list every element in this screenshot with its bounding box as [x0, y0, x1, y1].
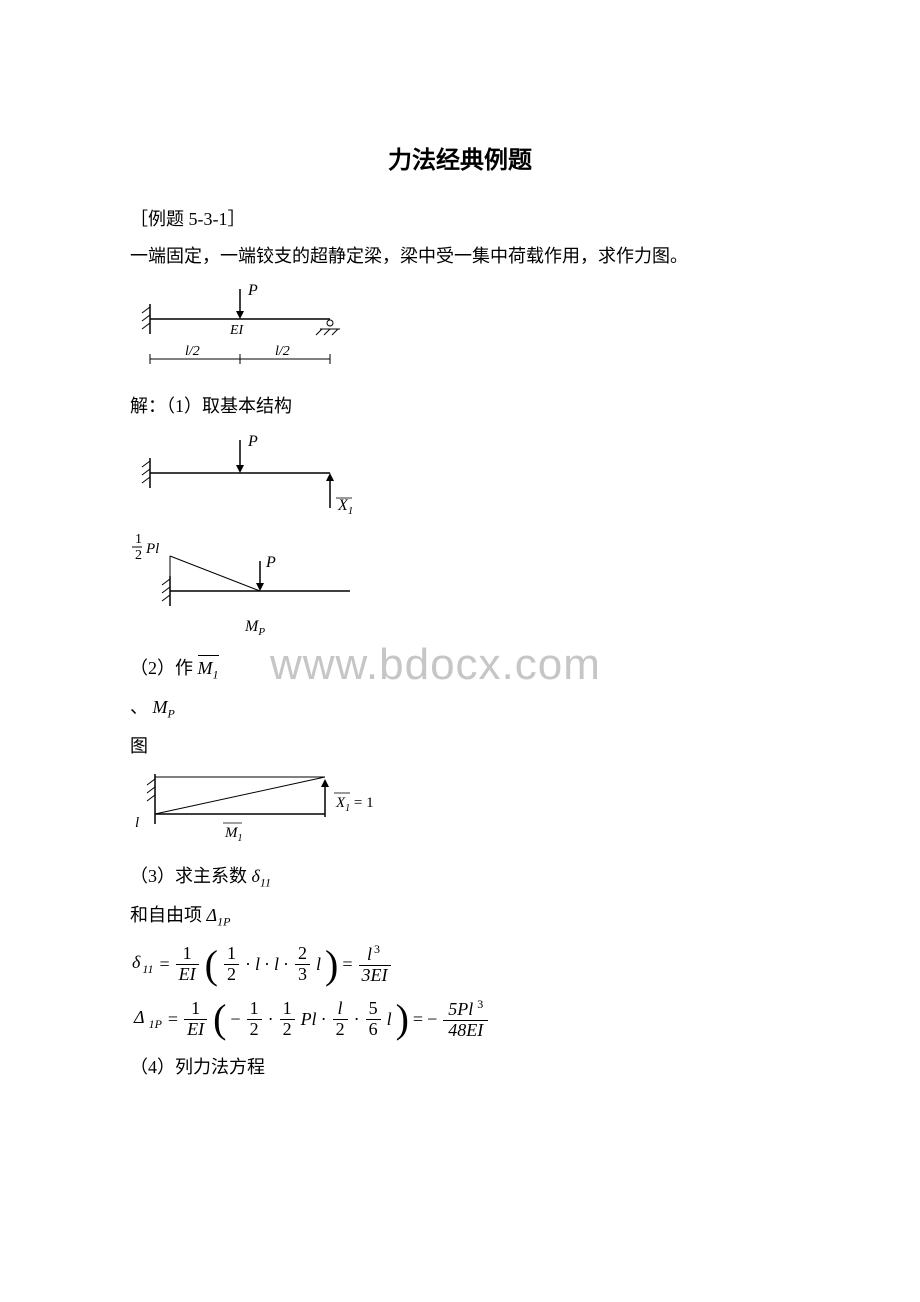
step-1: 解：（1）取基本结构	[130, 392, 790, 421]
step3b-prefix: 和自由项	[130, 905, 202, 925]
step-2b: 、 MP	[130, 693, 790, 724]
beam-svg-1: P EI l/2 l/2	[130, 279, 370, 379]
m1-bar: M1	[198, 658, 219, 678]
step-2a: （2）作 M1	[130, 654, 790, 685]
beam-svg-2: P X1	[130, 428, 370, 518]
step-3a: （3）求主系数 δ11	[130, 862, 790, 893]
example-label: ［例题 5-3-1］	[130, 205, 790, 234]
step3-prefix: （3）求主系数	[130, 866, 247, 886]
delta11-sym: δ11	[252, 866, 271, 886]
mp-diagram: 1 2 Pl P MP	[130, 531, 790, 646]
problem-statement: 一端固定，一端铰支的超静定梁，梁中受一集中荷载作用，求作力图。	[130, 242, 790, 271]
equation-delta1p: Δ1P = 1EI ( − 12 · 12 Pl · l2 · 56 l ) =…	[130, 998, 790, 1041]
step-2c: 图	[130, 732, 790, 761]
label-p2: P	[247, 433, 258, 450]
label-ei: EI	[229, 323, 245, 338]
page-content: 力法经典例题 ［例题 5-3-1］ 一端固定，一端铰支的超静定梁，梁中受一集中荷…	[130, 140, 790, 1081]
label-mp: MP	[244, 618, 265, 638]
label-x1eq: X1 = 1	[335, 795, 374, 814]
label-l2b: l/2	[275, 344, 290, 359]
page-title: 力法经典例题	[130, 140, 790, 175]
step-4: （4）列力法方程	[130, 1053, 790, 1082]
equation-delta11: δ11 = 1EI ( 12 · l · l · 23 l ) = l33EI	[130, 943, 790, 986]
label-pl-var: Pl	[145, 541, 159, 557]
label-l2a: l/2	[185, 344, 200, 359]
mp-sym: MP	[153, 697, 175, 717]
label-l: l	[135, 815, 139, 831]
beam-diagram-2: P X1	[130, 428, 790, 523]
label-p: P	[247, 282, 258, 299]
beam-diagram-1: P EI l/2 l/2	[130, 279, 790, 384]
m1-diagram: l M1 X1 = 1	[130, 769, 790, 854]
step2-prefix: （2）作	[130, 658, 193, 678]
label-p3: P	[265, 554, 276, 571]
step-3b: 和自由项 Δ1P	[130, 901, 790, 932]
mp-svg: 1 2 Pl P MP	[130, 531, 370, 641]
m1-svg: l M1 X1 = 1	[130, 769, 410, 849]
label-x1: X1	[337, 497, 353, 517]
step2-sep: 、	[130, 697, 148, 717]
delta1p-sym: Δ1P	[207, 905, 231, 925]
label-m1bar: M1	[224, 825, 243, 844]
